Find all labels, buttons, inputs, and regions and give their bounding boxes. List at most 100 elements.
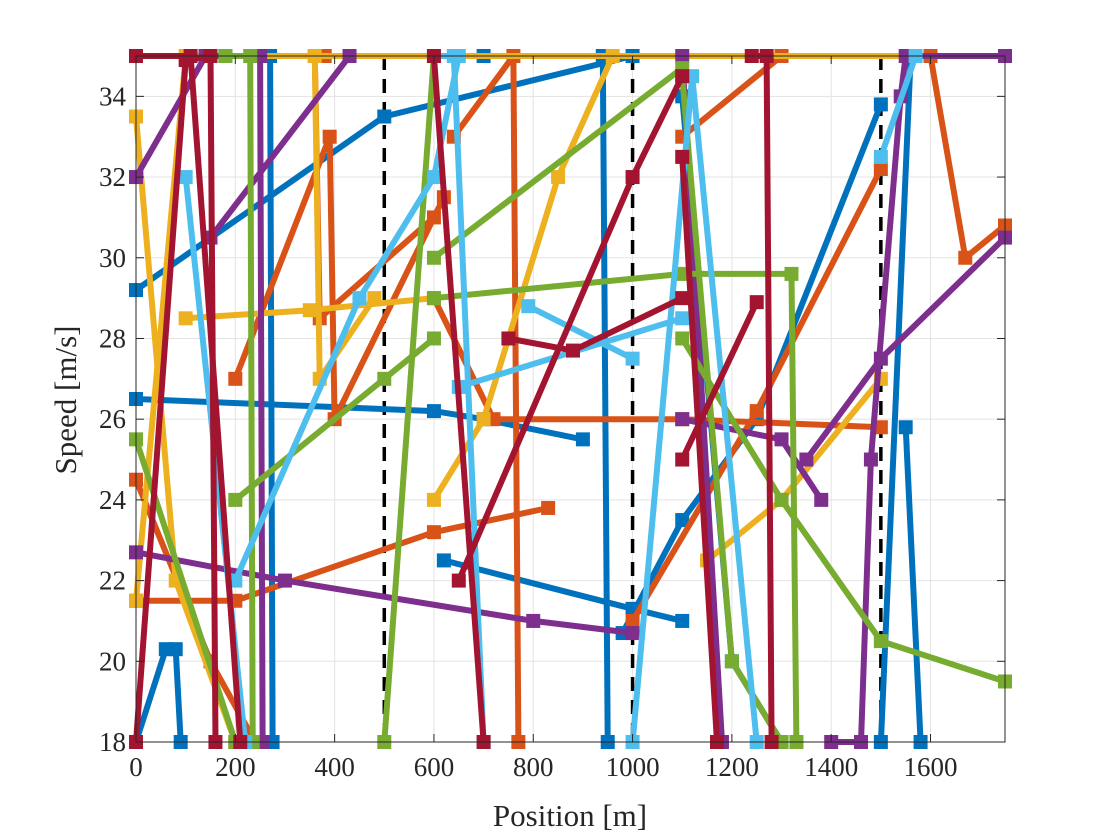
data-point-marker bbox=[426, 492, 441, 507]
data-point-marker bbox=[541, 500, 556, 515]
series-line bbox=[629, 166, 884, 624]
y-tick-label: 24 bbox=[99, 485, 127, 515]
x-tick-label: 1000 bbox=[606, 752, 660, 782]
data-point-marker bbox=[302, 303, 317, 318]
data-point-marker bbox=[426, 250, 441, 265]
x-tick-label: 200 bbox=[215, 752, 256, 782]
series-line bbox=[430, 270, 800, 745]
data-point-marker bbox=[675, 311, 690, 326]
data-point-marker bbox=[873, 634, 888, 649]
data-point-marker bbox=[873, 97, 888, 112]
data-point-marker bbox=[228, 492, 243, 507]
data-point-marker bbox=[675, 331, 690, 346]
axes-box bbox=[135, 55, 1006, 743]
data-point-marker bbox=[377, 109, 392, 124]
series-line bbox=[679, 153, 720, 745]
data-point-marker bbox=[625, 170, 640, 185]
data-point-marker bbox=[675, 613, 690, 628]
series-line bbox=[430, 65, 686, 261]
series-line bbox=[927, 53, 1008, 261]
series-13 bbox=[625, 161, 888, 628]
x-tick-label: 1600 bbox=[904, 752, 958, 782]
y-tick-label: 26 bbox=[99, 404, 126, 434]
data-point-marker bbox=[724, 654, 739, 669]
data-point-marker bbox=[426, 210, 441, 225]
x-axis-label: Position [m] bbox=[493, 798, 647, 833]
data-point-marker bbox=[228, 371, 243, 386]
data-point-marker bbox=[178, 170, 193, 185]
data-point-marker bbox=[675, 291, 690, 306]
y-tick-label: 30 bbox=[99, 243, 126, 273]
data-point-marker bbox=[451, 573, 466, 588]
data-point-marker bbox=[814, 492, 829, 507]
data-point-marker bbox=[426, 170, 441, 185]
series-line bbox=[480, 53, 611, 745]
series-line bbox=[232, 53, 462, 584]
series-28 bbox=[675, 412, 829, 507]
data-point-marker bbox=[575, 432, 590, 447]
series-line bbox=[902, 424, 924, 745]
x-tick-label: 0 bbox=[129, 752, 143, 782]
y-tick-label: 20 bbox=[99, 646, 126, 676]
y-tick-label: 22 bbox=[99, 566, 126, 596]
data-point-marker bbox=[426, 404, 441, 419]
data-point-marker bbox=[799, 452, 814, 467]
series-line bbox=[430, 53, 616, 503]
series-4 bbox=[615, 97, 888, 641]
data-point-marker bbox=[526, 613, 541, 628]
series-line bbox=[381, 53, 437, 745]
data-point-marker bbox=[873, 149, 888, 164]
data-point-marker bbox=[426, 525, 441, 540]
series-layer bbox=[129, 49, 1012, 749]
data-point-marker bbox=[322, 129, 337, 144]
data-point-marker bbox=[749, 404, 764, 419]
data-point-marker bbox=[436, 553, 451, 568]
data-point-marker bbox=[675, 513, 690, 528]
data-point-marker bbox=[377, 371, 392, 386]
x-tick-label: 600 bbox=[414, 752, 455, 782]
data-point-marker bbox=[675, 412, 690, 427]
series-25 bbox=[426, 49, 620, 507]
data-point-marker bbox=[352, 291, 367, 306]
series-line bbox=[222, 53, 256, 745]
data-point-marker bbox=[426, 331, 441, 346]
series-line bbox=[679, 299, 760, 463]
series-line bbox=[430, 53, 487, 745]
data-point-marker bbox=[958, 250, 973, 265]
x-tick-label: 400 bbox=[314, 752, 355, 782]
data-point-marker bbox=[675, 266, 690, 281]
data-point-marker bbox=[521, 299, 536, 314]
data-point-marker bbox=[675, 69, 690, 84]
series-line bbox=[232, 133, 447, 423]
y-tick-label: 32 bbox=[99, 162, 126, 192]
data-point-marker bbox=[675, 149, 690, 164]
series-39 bbox=[426, 61, 690, 265]
data-point-marker bbox=[625, 613, 640, 628]
data-point-marker bbox=[277, 573, 292, 588]
tick-labels: 0 200 400 600 800 1000 1200 1400 1600 18 20 22 24 26 2… bbox=[99, 81, 958, 782]
y-tick-label: 34 bbox=[99, 81, 127, 111]
series-52 bbox=[675, 149, 724, 749]
series-38 bbox=[377, 49, 441, 749]
series-54 bbox=[675, 295, 764, 467]
series-44 bbox=[521, 299, 640, 366]
y-axis-label: Speed [m/s] bbox=[48, 326, 83, 475]
series-34 bbox=[228, 331, 441, 507]
series-line bbox=[679, 335, 1008, 685]
series-line bbox=[207, 53, 353, 241]
data-point-marker bbox=[625, 351, 640, 366]
data-point-marker bbox=[774, 432, 789, 447]
data-point-marker bbox=[675, 452, 690, 467]
series-6 bbox=[898, 420, 928, 749]
series-line bbox=[525, 303, 636, 362]
series-36 bbox=[675, 331, 1012, 689]
data-point-marker bbox=[476, 412, 491, 427]
data-point-marker bbox=[863, 452, 878, 467]
data-point-marker bbox=[426, 291, 441, 306]
series-line bbox=[877, 53, 919, 160]
data-point-marker bbox=[898, 420, 913, 435]
x-tick-label: 1200 bbox=[705, 752, 759, 782]
data-point-marker bbox=[565, 343, 580, 358]
data-point-marker bbox=[784, 266, 799, 281]
data-point-marker bbox=[873, 161, 888, 176]
